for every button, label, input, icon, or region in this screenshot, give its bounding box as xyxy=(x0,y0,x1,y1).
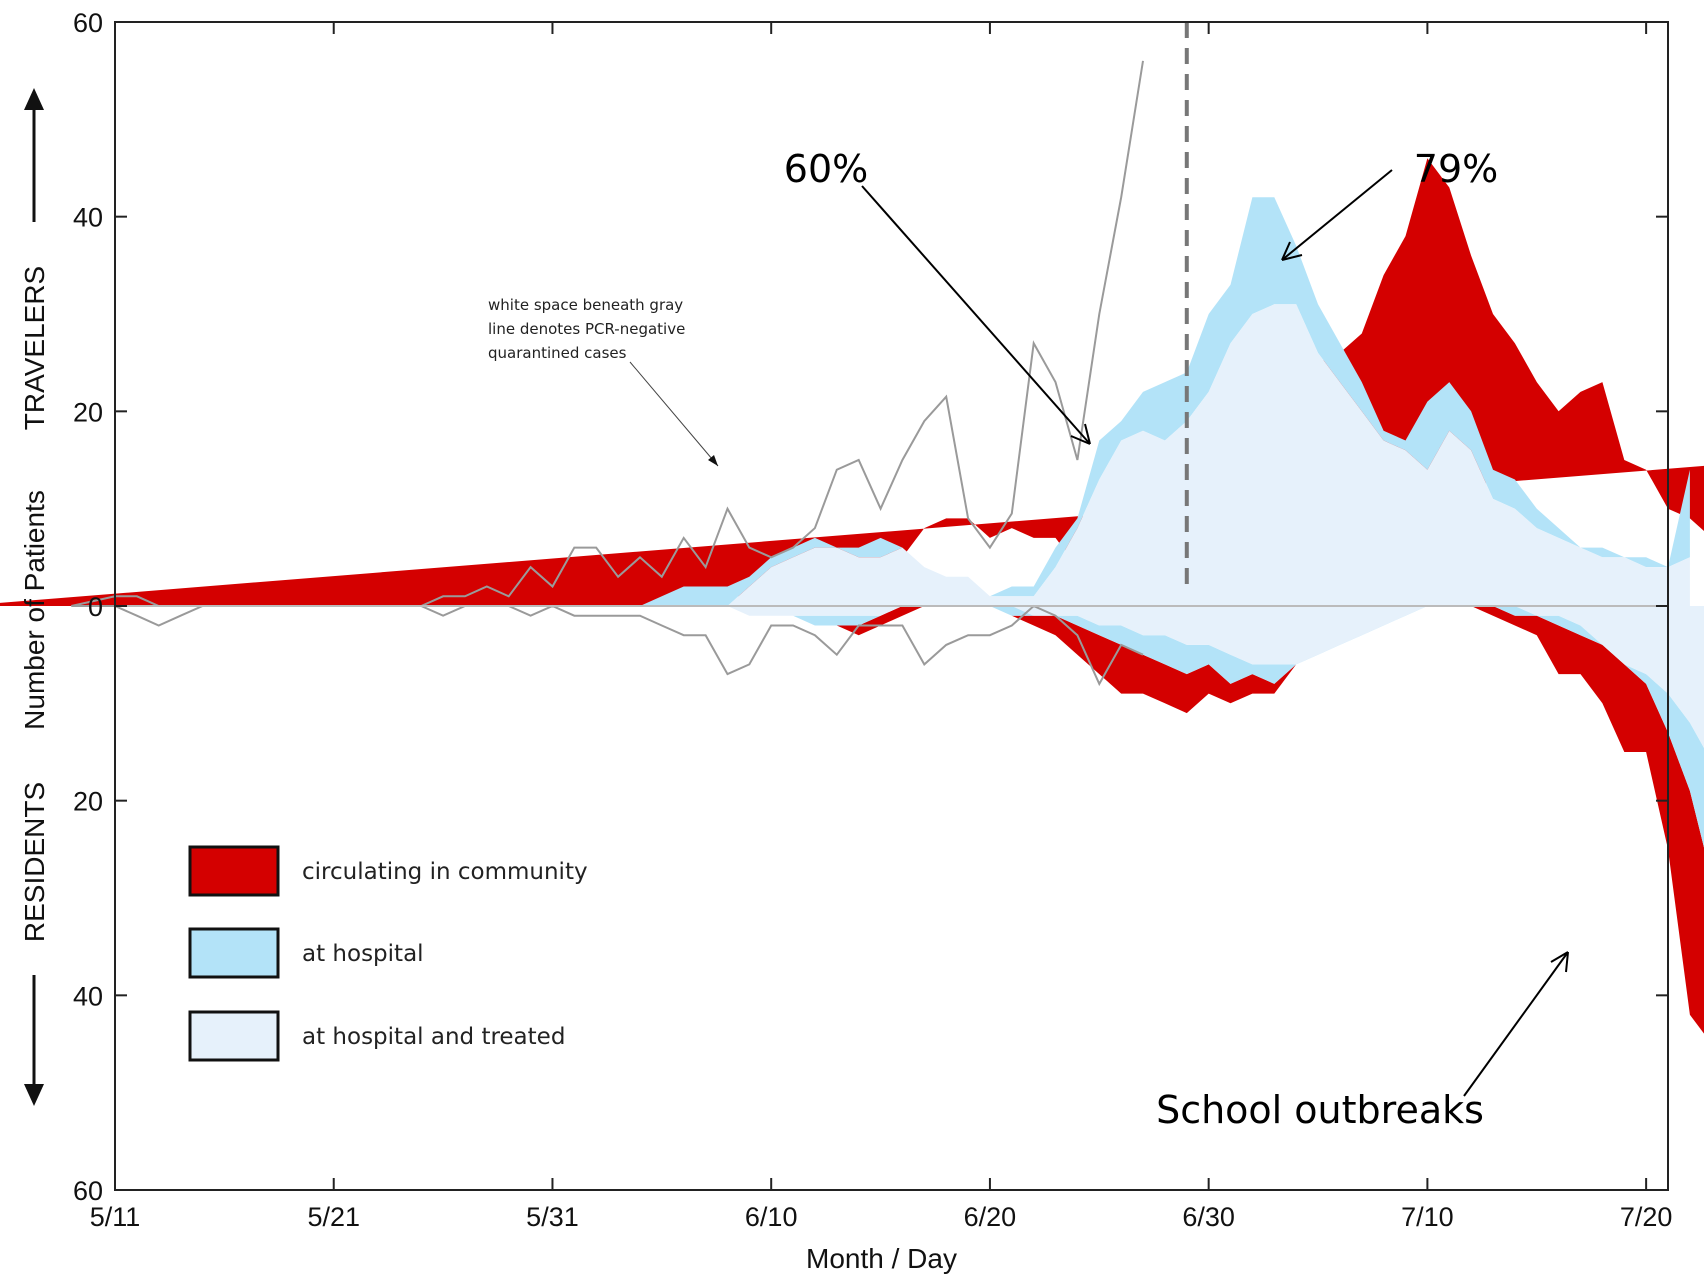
legend-label: at hospital xyxy=(302,941,424,967)
x-tick-label: 5/31 xyxy=(526,1202,579,1232)
note-arrow-head-icon xyxy=(708,455,718,466)
y-tick-label: 20 xyxy=(73,787,103,817)
callout-school-arrow-head-icon xyxy=(1550,951,1569,973)
y-tick-label: 60 xyxy=(73,1176,103,1206)
travelers-treated-area xyxy=(0,304,1690,606)
legend-label: at hospital and treated xyxy=(302,1024,565,1050)
down-arrow-head-icon xyxy=(24,1084,44,1106)
residents-hospital-area xyxy=(0,606,1704,848)
y-tick-label: 60 xyxy=(73,8,103,38)
callout-79-arrow xyxy=(1281,169,1393,261)
x-tick-label: 6/30 xyxy=(1182,1202,1235,1232)
y-tick-label: 0 xyxy=(88,592,103,622)
y-tick-label: 40 xyxy=(73,981,103,1011)
legend-label: circulating in community xyxy=(302,859,588,885)
annotations: white space beneath gray line denotes PCR… xyxy=(488,147,1569,1132)
y-tick-label: 20 xyxy=(73,397,103,427)
up-arrow-head-icon xyxy=(24,88,44,110)
callout-60-arrow xyxy=(861,185,1091,445)
residents-treated-area xyxy=(0,606,1704,748)
legend-swatch xyxy=(188,845,280,897)
callout-school-arrow xyxy=(1463,951,1569,1097)
y-axis-title: TRAVELERS Number of Patients RESIDENTS xyxy=(19,266,50,942)
travelers-hospital-area xyxy=(0,197,1690,606)
callout-79-arrow-head-icon xyxy=(1281,241,1303,261)
note-text-line: line denotes PCR-negative xyxy=(488,320,685,338)
y-tick-label: 40 xyxy=(73,203,103,233)
legend: circulating in community at hospital at ho… xyxy=(188,845,588,1062)
x-tick-label: 7/10 xyxy=(1401,1202,1454,1232)
y-axis-title-travelers: TRAVELERS xyxy=(19,266,50,430)
pcr-negative-line-travelers xyxy=(71,60,1144,607)
y-axis-title-patients: Number of Patients xyxy=(19,490,50,730)
residents-community-area xyxy=(0,606,1704,1034)
legend-swatch xyxy=(188,927,280,979)
note-text-line: quarantined cases xyxy=(488,344,627,362)
legend-swatch xyxy=(188,1010,280,1062)
x-tick-label: 5/21 xyxy=(307,1202,360,1232)
y-axis-title-residents: RESIDENTS xyxy=(19,782,50,942)
x-axis-title: Month / Day xyxy=(806,1243,957,1274)
plot-lines xyxy=(71,22,1668,687)
callout-79-percent: 79% xyxy=(1414,147,1498,191)
x-tick-label: 6/10 xyxy=(745,1202,798,1232)
callout-60-arrow-head-icon xyxy=(1070,423,1091,445)
callout-school-outbreaks: School outbreaks xyxy=(1156,1088,1484,1132)
note-arrow xyxy=(629,361,719,467)
pcr-negative-line-residents xyxy=(71,604,1144,687)
x-tick-label: 6/20 xyxy=(964,1202,1017,1232)
callout-60-percent: 60% xyxy=(784,147,868,191)
note-text-line: white space beneath gray xyxy=(488,296,683,314)
x-tick-label: 5/11 xyxy=(90,1202,141,1232)
x-tick-label: 7/20 xyxy=(1620,1202,1673,1232)
plot-area xyxy=(0,158,1704,1034)
